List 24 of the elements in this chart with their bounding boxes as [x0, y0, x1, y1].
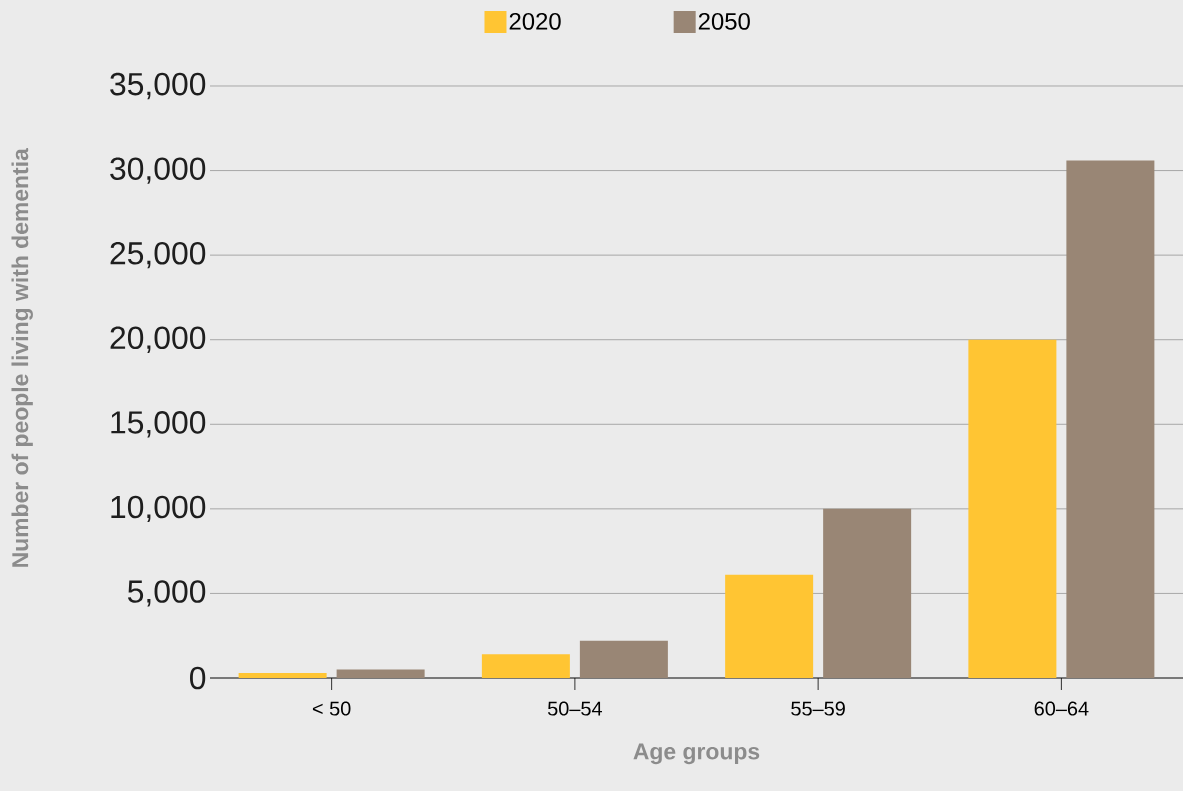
bar	[968, 339, 1057, 678]
bar	[725, 574, 814, 678]
x-tick-label: 60–64	[1034, 701, 1089, 716]
x-tick-label: 50–54	[547, 701, 602, 716]
y-tick-label: 30,000	[110, 157, 206, 184]
y-tick-label: 10,000	[111, 495, 206, 523]
bar	[1066, 160, 1155, 678]
y-tick-label: 5,000	[127, 580, 206, 607]
y-axis-title: Number of people living with dementia	[11, 148, 33, 567]
bar	[823, 508, 912, 678]
bar	[481, 654, 570, 678]
x-tick-label: < 50	[312, 701, 351, 716]
bar	[579, 640, 668, 678]
bar	[238, 672, 327, 678]
legend-label: 2050	[698, 12, 750, 30]
y-tick-label: 15,000	[111, 411, 206, 438]
y-tick-label: 0	[190, 666, 206, 690]
x-tick-label: 55–59	[791, 701, 845, 716]
bar	[336, 669, 425, 678]
y-tick-label: 25,000	[110, 241, 206, 269]
y-tick-label: 20,000	[110, 326, 206, 353]
legend-label: 2020	[509, 12, 561, 30]
y-tick-label: 35,000	[110, 72, 206, 100]
x-axis-title: Age groups	[633, 743, 760, 765]
